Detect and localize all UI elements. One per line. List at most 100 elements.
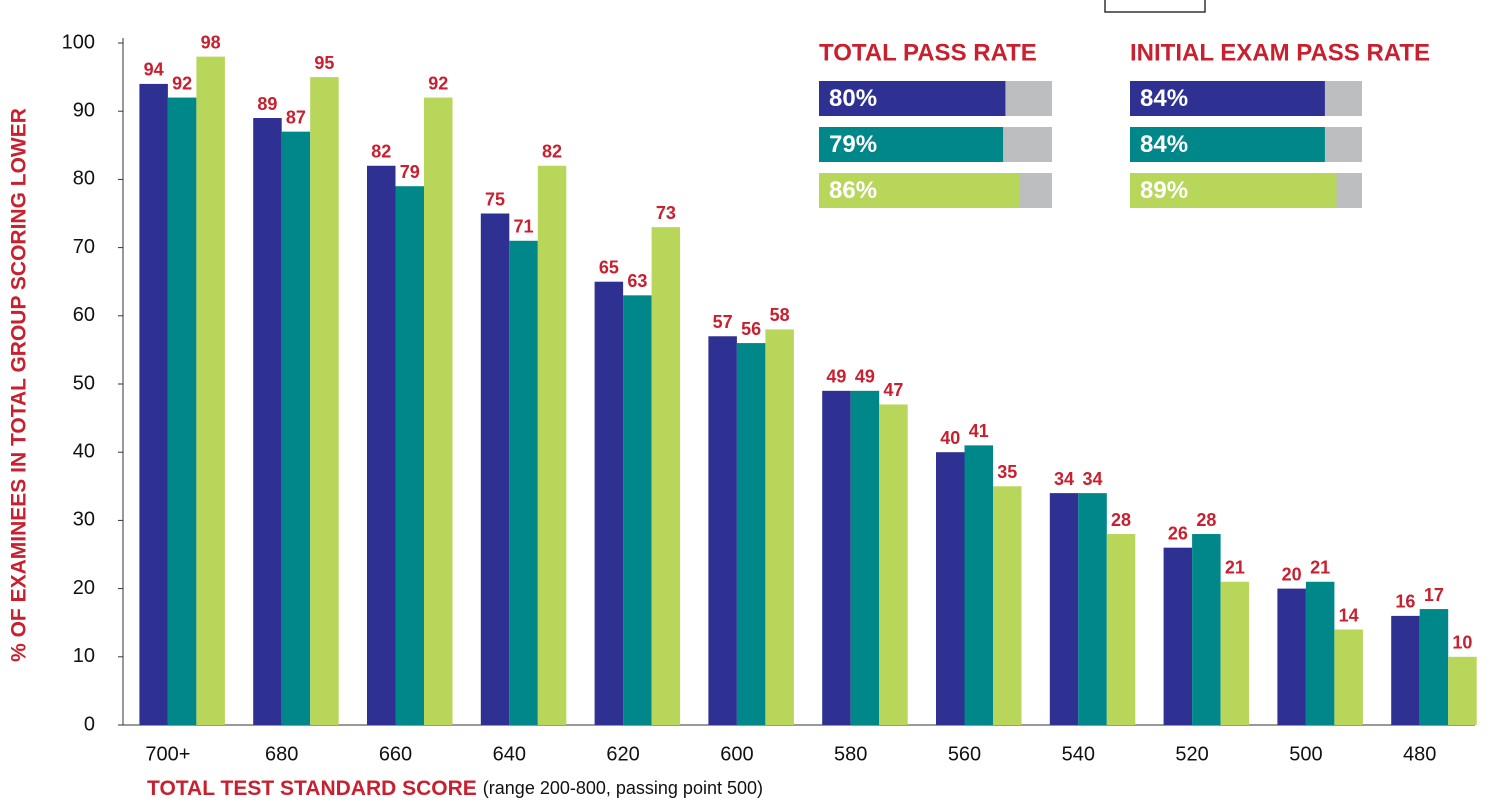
data-label: 34 xyxy=(1083,469,1103,489)
bar xyxy=(1220,581,1250,725)
bar xyxy=(1305,581,1335,725)
bar xyxy=(139,83,168,726)
data-label: 84% xyxy=(1140,85,1188,112)
bar xyxy=(196,56,225,725)
bar xyxy=(993,486,1022,725)
panel-title: TOTAL PASS RATE xyxy=(819,39,1037,66)
bar xyxy=(310,77,339,726)
data-label: 47 xyxy=(883,380,903,400)
bar xyxy=(1448,656,1477,725)
bar xyxy=(879,404,908,725)
bar xyxy=(1163,547,1193,725)
data-label: 17 xyxy=(1424,585,1444,605)
bar xyxy=(1106,534,1136,725)
bar xyxy=(1419,609,1449,725)
bar xyxy=(395,186,424,726)
bar xyxy=(819,81,1006,116)
data-label: 75 xyxy=(485,189,505,209)
bar xyxy=(167,97,197,725)
data-label: 41 xyxy=(969,421,989,441)
data-label: 87 xyxy=(286,107,306,127)
data-label: 84% xyxy=(1140,131,1188,158)
bar xyxy=(850,390,880,725)
data-label: 80% xyxy=(829,85,877,112)
data-label: 95 xyxy=(314,53,334,73)
x-axis-title-note: (range 200-800, passing point 500) xyxy=(483,778,763,798)
data-label: 71 xyxy=(514,217,534,237)
y-tick-label: 30 xyxy=(73,509,95,531)
y-tick-label: 40 xyxy=(73,440,95,462)
data-label: 65 xyxy=(599,257,619,277)
data-label: 57 xyxy=(713,312,733,332)
bar xyxy=(819,127,1004,162)
data-label: 89 xyxy=(257,94,277,114)
data-label: 79 xyxy=(400,162,420,182)
data-label: 56 xyxy=(741,319,761,339)
frame-box xyxy=(1104,0,1206,13)
bar xyxy=(623,295,652,725)
data-label: 21 xyxy=(1225,558,1245,578)
bar xyxy=(765,329,794,725)
bar xyxy=(1049,493,1079,725)
data-label: 10 xyxy=(1452,633,1472,653)
bar xyxy=(819,173,1020,208)
bar xyxy=(1078,493,1107,725)
data-label: 79% xyxy=(829,131,877,158)
data-label: 86% xyxy=(829,177,877,204)
x-tick-label: 620 xyxy=(606,743,639,765)
bar xyxy=(1334,629,1363,725)
data-label: 20 xyxy=(1282,564,1302,584)
data-label: 89% xyxy=(1140,177,1188,204)
data-label: 73 xyxy=(656,203,676,223)
x-axis-title-main: TOTAL TEST STANDARD SCORE xyxy=(147,777,477,800)
x-tick-label: 700+ xyxy=(145,743,190,765)
bar xyxy=(1130,127,1325,162)
bar xyxy=(1192,534,1221,725)
bar xyxy=(1391,615,1420,725)
x-tick-label: 680 xyxy=(265,743,298,765)
bar xyxy=(281,131,311,725)
bar xyxy=(1277,588,1306,725)
x-tick-label: 500 xyxy=(1289,743,1322,765)
bar xyxy=(1130,81,1325,116)
data-label: 92 xyxy=(172,73,192,93)
x-axis-title: TOTAL TEST STANDARD SCORE (range 200-800,… xyxy=(147,777,763,800)
x-tick-label: 520 xyxy=(1175,743,1208,765)
y-axis-title: % OF EXAMINEES IN TOTAL GROUP SCORING LO… xyxy=(8,108,31,662)
y-tick-label: 60 xyxy=(73,304,95,326)
bar xyxy=(480,213,510,725)
data-label: 92 xyxy=(428,73,448,93)
data-label: 49 xyxy=(826,367,846,387)
panel-title: INITIAL EXAM PASS RATE xyxy=(1130,39,1430,66)
data-label: 40 xyxy=(940,428,960,448)
data-label: 63 xyxy=(627,271,647,291)
data-label: 82 xyxy=(542,142,562,162)
data-label: 34 xyxy=(1054,469,1074,489)
y-tick-label: 10 xyxy=(73,645,95,667)
y-tick-label: 0 xyxy=(84,713,95,735)
y-tick-label: 90 xyxy=(73,99,95,121)
bar xyxy=(509,240,538,725)
bar xyxy=(594,281,624,725)
bar xyxy=(1130,173,1337,208)
data-label: 49 xyxy=(855,367,875,387)
x-tick-label: 580 xyxy=(834,743,867,765)
x-tick-label: 600 xyxy=(720,743,753,765)
y-tick-label: 20 xyxy=(73,577,95,599)
y-tick-label: 50 xyxy=(73,372,95,394)
data-label: 35 xyxy=(997,462,1017,482)
y-tick-label: 80 xyxy=(73,168,95,190)
bar xyxy=(964,445,993,725)
data-label: 94 xyxy=(144,60,164,80)
x-tick-label: 560 xyxy=(948,743,981,765)
data-label: 14 xyxy=(1339,605,1359,625)
bar xyxy=(822,390,851,725)
data-label: 26 xyxy=(1168,523,1188,543)
bar xyxy=(736,343,766,725)
y-tick-label: 100 xyxy=(62,31,95,53)
bar xyxy=(936,452,965,725)
bar xyxy=(424,97,453,725)
bar xyxy=(253,118,282,725)
x-tick-label: 540 xyxy=(1062,743,1095,765)
